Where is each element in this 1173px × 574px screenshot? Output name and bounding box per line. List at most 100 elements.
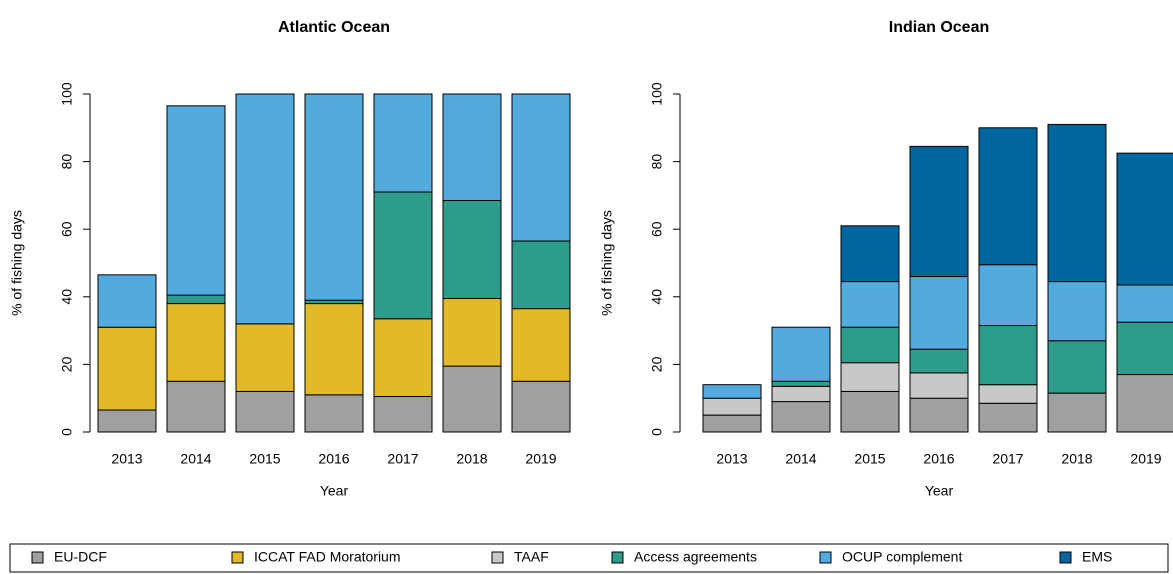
bar-segment	[97, 326, 157, 411]
legend-swatch	[491, 551, 504, 564]
bar-segment	[442, 365, 502, 433]
bar-segment	[235, 390, 295, 433]
legend-label: TAAF	[514, 549, 549, 565]
bar-segment	[1047, 340, 1107, 394]
bar-segment	[840, 281, 900, 328]
bar-segment	[511, 93, 571, 242]
x-axis-label: Year	[925, 483, 954, 499]
bar-segment	[909, 276, 969, 350]
x-tick-label: 2018	[1061, 451, 1092, 467]
bar-segment	[702, 414, 762, 433]
x-tick-label: 2015	[249, 451, 280, 467]
bar-segment	[1047, 123, 1107, 283]
bar-segment	[1047, 281, 1107, 342]
legend-swatch	[819, 551, 832, 564]
legend-label: EMS	[1082, 549, 1112, 565]
x-tick-label: 2014	[785, 451, 816, 467]
bar-segment	[909, 372, 969, 399]
bar-segment	[235, 323, 295, 392]
legend-swatch	[31, 551, 44, 564]
bar-segment	[978, 127, 1038, 266]
x-tick-label: 2019	[525, 451, 556, 467]
legend-swatch	[1059, 551, 1072, 564]
bar-segment	[771, 326, 831, 382]
bar-segment	[235, 93, 295, 325]
bar-segment	[511, 380, 571, 433]
x-tick-label: 2017	[387, 451, 418, 467]
y-tick-label: 80	[59, 154, 75, 170]
bar-segment	[511, 240, 571, 310]
y-tick-label: 20	[649, 356, 665, 372]
bar-segment	[978, 384, 1038, 404]
bar-segment	[1116, 374, 1173, 433]
bar-segment	[442, 93, 502, 201]
bar-segment	[442, 297, 502, 367]
x-tick-label: 2016	[923, 451, 954, 467]
bar-segment	[373, 318, 433, 398]
x-tick-label: 2018	[456, 451, 487, 467]
x-tick-label: 2014	[180, 451, 211, 467]
bar-segment	[373, 396, 433, 433]
legend-swatch	[611, 551, 624, 564]
bar-segment	[909, 397, 969, 433]
y-tick-label: 0	[59, 428, 75, 436]
legend-label: OCUP complement	[842, 549, 962, 565]
bar-segment	[304, 303, 364, 396]
bar-segment	[840, 390, 900, 433]
bar-segment	[702, 384, 762, 399]
bar-segment	[97, 409, 157, 433]
bar-segment	[840, 326, 900, 364]
bar-segment	[1047, 392, 1107, 433]
bar-segment	[978, 264, 1038, 327]
y-axis-label: % of fishing days	[9, 210, 25, 316]
bar-segment	[1116, 284, 1173, 323]
bar-segment	[304, 93, 364, 301]
bar-segment	[97, 274, 157, 328]
legend-swatch	[231, 551, 244, 564]
y-tick-label: 40	[649, 289, 665, 305]
y-tick-label: 40	[59, 289, 75, 305]
chart-title: Atlantic Ocean	[278, 19, 390, 36]
bar-segment	[373, 191, 433, 320]
bar-segment	[373, 93, 433, 193]
y-tick-label: 20	[59, 356, 75, 372]
y-tick-label: 80	[649, 154, 665, 170]
y-tick-label: 60	[59, 221, 75, 237]
bar-segment	[909, 348, 969, 374]
bar-segment	[442, 199, 502, 299]
legend-label: EU-DCF	[54, 549, 107, 565]
bar-segment	[166, 303, 226, 382]
bar-segment	[511, 308, 571, 382]
bar-segment	[840, 362, 900, 392]
legend-label: ICCAT FAD Moratorium	[254, 549, 401, 565]
y-axis-label: % of fishing days	[599, 210, 615, 316]
x-tick-label: 2013	[716, 451, 747, 467]
bar-segment	[166, 105, 226, 296]
bar-segment	[771, 380, 831, 387]
x-tick-label: 2013	[111, 451, 142, 467]
y-tick-label: 0	[649, 428, 665, 436]
x-axis-label: Year	[320, 483, 349, 499]
bar-segment	[304, 394, 364, 433]
y-tick-label: 100	[59, 82, 75, 106]
y-tick-label: 100	[649, 82, 665, 106]
bar-segment	[978, 402, 1038, 433]
x-tick-label: 2017	[992, 451, 1023, 467]
bar-segment	[909, 145, 969, 278]
x-tick-label: 2015	[854, 451, 885, 467]
legend-box	[9, 543, 1169, 573]
bar-segment	[771, 385, 831, 403]
legend-label: Access agreements	[634, 549, 757, 565]
bar-segment	[166, 294, 226, 305]
bar-segment	[978, 325, 1038, 386]
bar-segment	[1116, 321, 1173, 376]
bar-segment	[304, 299, 364, 305]
bar-segment	[840, 225, 900, 283]
y-tick-label: 60	[649, 221, 665, 237]
bar-segment	[702, 397, 762, 416]
bar-segment	[1116, 152, 1173, 286]
bar-segment	[771, 401, 831, 433]
chart-title: Indian Ocean	[889, 19, 989, 36]
x-tick-label: 2019	[1130, 451, 1161, 467]
